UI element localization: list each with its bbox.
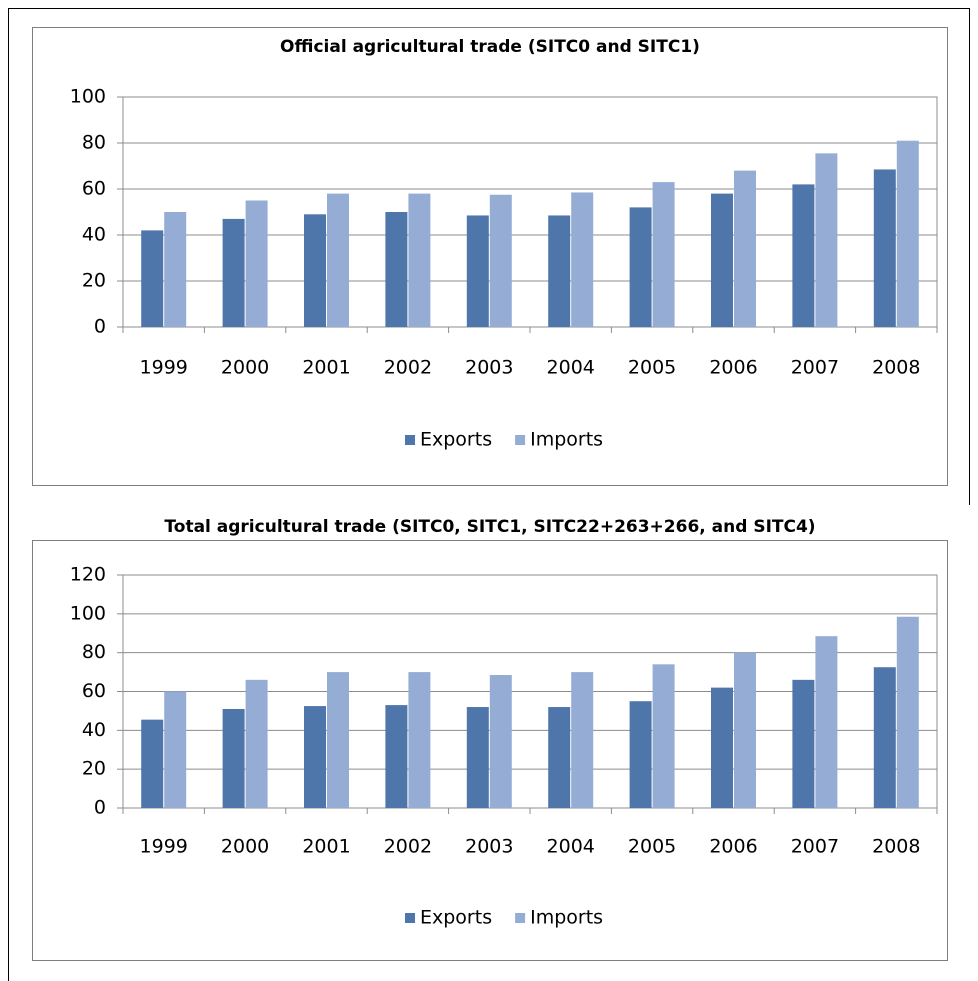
legend-swatch (405, 435, 415, 445)
bar (327, 672, 349, 808)
bar (815, 636, 838, 808)
bar (304, 706, 326, 808)
bar (385, 705, 408, 808)
bar (245, 679, 268, 808)
x-tick-label: 2008 (872, 357, 920, 379)
y-tick-label: 20 (82, 270, 106, 292)
x-tick-label: 1999 (140, 357, 188, 379)
y-tick-label: 20 (82, 758, 106, 780)
bar (245, 200, 268, 327)
bar (141, 719, 164, 808)
y-tick-label: 100 (70, 602, 106, 624)
y-tick-label: 60 (82, 178, 106, 200)
x-tick-label: 2000 (221, 836, 269, 858)
x-tick-label: 2005 (628, 836, 676, 858)
bar (304, 214, 326, 327)
bar (652, 664, 675, 808)
y-tick-label: 40 (82, 224, 106, 246)
plot-frame (122, 96, 938, 328)
legend-label: Exports (420, 429, 492, 451)
x-tick-label: 2006 (709, 836, 757, 858)
x-tick-label: 2000 (221, 357, 269, 379)
x-tick-label: 2006 (709, 357, 757, 379)
bar (489, 194, 512, 327)
bar (711, 687, 733, 808)
bar (792, 679, 815, 808)
bar (141, 230, 164, 327)
x-tick-label: 2004 (547, 357, 595, 379)
bar (222, 218, 245, 327)
bar (873, 169, 896, 327)
bar (571, 672, 594, 808)
legend-swatch (515, 435, 526, 445)
bar (629, 701, 652, 808)
legend-swatch (515, 913, 526, 923)
bar (548, 215, 571, 327)
y-tick-label: 80 (82, 132, 106, 154)
x-tick-label: 2002 (384, 836, 432, 858)
x-tick-label: 1999 (140, 836, 188, 858)
legend-swatch (405, 913, 415, 923)
x-tick-label: 2008 (872, 836, 920, 858)
bar (571, 192, 594, 327)
x-tick-label: 2001 (302, 836, 350, 858)
x-tick-label: 2007 (791, 357, 839, 379)
bar (629, 207, 652, 327)
y-tick-label: 0 (94, 316, 106, 338)
bar (466, 215, 489, 327)
y-tick-label: 60 (82, 680, 106, 702)
legend-label: Exports (420, 907, 492, 929)
bar (652, 182, 675, 327)
y-tick-label: 120 (70, 564, 106, 586)
bar (734, 170, 756, 327)
bar (734, 652, 756, 808)
bar (873, 667, 896, 808)
x-tick-label: 2007 (791, 836, 839, 858)
bar (896, 140, 919, 327)
y-tick-label: 0 (94, 797, 106, 819)
x-tick-label: 2001 (302, 357, 350, 379)
chart-title: Total agricultural trade (SITC0, SITC1, … (164, 517, 815, 537)
bar (385, 212, 408, 327)
bar (327, 193, 349, 327)
y-tick-label: 80 (82, 641, 106, 663)
chart-frame (32, 27, 948, 486)
bar (896, 616, 919, 808)
x-tick-label: 2004 (547, 836, 595, 858)
y-tick-label: 100 (70, 86, 106, 108)
bar (408, 672, 431, 808)
bar (815, 153, 838, 327)
bar (792, 184, 815, 327)
bar (164, 212, 187, 327)
bar (548, 707, 571, 808)
y-tick-label: 40 (82, 719, 106, 741)
bar (711, 193, 733, 327)
bar (489, 674, 512, 808)
bar (408, 193, 431, 327)
legend-label: Imports (530, 429, 603, 451)
chart-title: Official agricultural trade (SITC0 and S… (280, 37, 700, 57)
legend-label: Imports (530, 907, 603, 929)
x-tick-label: 2003 (465, 357, 513, 379)
chart-frame (32, 540, 948, 961)
bar (164, 691, 187, 808)
x-tick-label: 2005 (628, 357, 676, 379)
bar (222, 708, 245, 808)
bar (466, 707, 489, 808)
x-tick-label: 2003 (465, 836, 513, 858)
x-tick-label: 2002 (384, 357, 432, 379)
